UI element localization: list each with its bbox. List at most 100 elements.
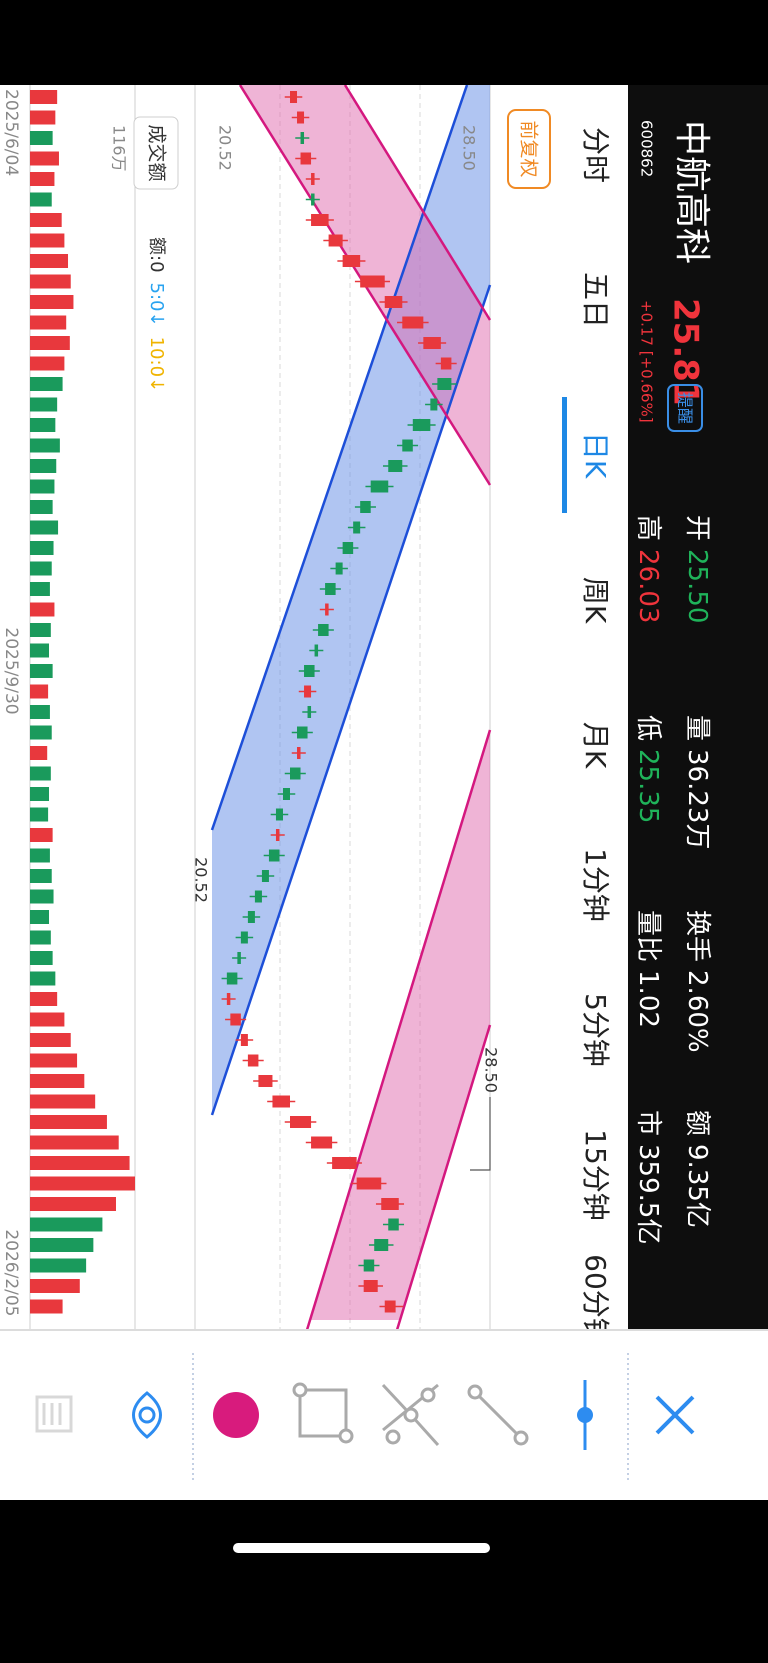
volume-legend: 5:0↓ — [146, 283, 167, 327]
volume-bar — [30, 664, 53, 678]
home-indicator[interactable] — [233, 1543, 490, 1553]
candle-body — [240, 1034, 248, 1046]
volume-bar — [29, 90, 58, 104]
slider-icon[interactable] — [577, 1380, 593, 1450]
volume-bar — [30, 418, 56, 432]
channel-line[interactable] — [305, 729, 492, 1330]
candle-body — [300, 132, 305, 144]
volume-bar — [30, 459, 57, 473]
candle-body — [247, 1054, 259, 1067]
candle-body — [311, 193, 315, 206]
volume-bar — [30, 1197, 116, 1211]
tab[interactable]: 周K — [579, 577, 612, 624]
stat-value: 2.60% — [683, 970, 713, 1053]
color-picker[interactable] — [213, 1392, 259, 1438]
candle-body — [240, 931, 248, 944]
candle-body — [381, 1198, 399, 1210]
volume-bar — [29, 151, 59, 166]
x-tick-label: 2025/6/04 — [1, 89, 21, 176]
volume-label[interactable]: 成交额 — [146, 124, 168, 181]
x-tick-label: 2025/9/30 — [1, 627, 21, 714]
candle-body — [297, 747, 301, 759]
volume-bar — [30, 1094, 96, 1109]
candle-body — [374, 1239, 389, 1251]
stat-value: 359.5亿 — [634, 1144, 664, 1244]
tab[interactable]: 5分钟 — [579, 993, 612, 1067]
candle-body — [363, 1280, 378, 1292]
volume-bar — [29, 725, 52, 740]
volume-bar — [30, 746, 48, 760]
channel-line[interactable] — [343, 85, 492, 321]
line-tool-icon[interactable] — [467, 1384, 529, 1446]
channel-line[interactable] — [210, 284, 492, 1116]
candle-body — [332, 1157, 357, 1169]
stat-value: 36.23万 — [683, 749, 713, 849]
volume-bar — [29, 1238, 94, 1252]
candle-body — [342, 542, 354, 554]
annotation: 28.50 — [482, 1047, 501, 1093]
channel-line[interactable] — [210, 85, 469, 831]
volume-bar — [30, 1033, 71, 1047]
candle-body — [226, 993, 231, 1005]
volume-bar — [30, 541, 54, 555]
close-icon[interactable] — [655, 1395, 695, 1435]
volume-bar — [29, 233, 65, 248]
candle-body — [412, 419, 431, 431]
tab[interactable]: 五日 — [579, 272, 612, 328]
stat-label: 开 — [683, 515, 713, 541]
volume-bar — [30, 684, 49, 699]
multi-line-icon[interactable] — [381, 1383, 440, 1447]
volume-bar — [30, 1279, 80, 1293]
volume-bar — [30, 848, 50, 863]
candle-body — [402, 316, 424, 329]
tab[interactable]: 月K — [579, 722, 612, 769]
candle-body — [384, 296, 403, 308]
candle-body — [275, 808, 283, 821]
annotation: 20.52 — [192, 857, 211, 903]
stat-value: 25.35 — [634, 749, 664, 823]
candle-body — [311, 1136, 333, 1149]
adjust-button[interactable] — [507, 109, 551, 189]
stat-label: 低 — [634, 715, 664, 741]
stat: 额 9.35亿 — [683, 1110, 713, 1228]
rect-tool-icon[interactable] — [292, 1382, 354, 1444]
volume-bar — [30, 1135, 119, 1150]
doc-icon[interactable] — [35, 1395, 73, 1433]
candle-body — [300, 152, 312, 165]
volume-bar — [30, 1156, 130, 1170]
tab[interactable]: 日K — [579, 432, 612, 479]
volume-legend: 10:0↓ — [146, 337, 167, 393]
tab[interactable]: 1分钟 — [579, 848, 612, 922]
volume-bar — [29, 356, 65, 371]
candle-body — [237, 952, 241, 964]
candle-body — [325, 583, 336, 595]
candle-body — [335, 562, 343, 575]
volume-bar — [30, 110, 56, 125]
candle-body — [230, 1013, 241, 1026]
candle-body — [311, 214, 329, 226]
volume-button[interactable] — [133, 116, 179, 190]
bracket — [470, 1097, 491, 1171]
stat-label: 量比 — [634, 910, 664, 962]
adjust-label[interactable]: 前复权 — [518, 120, 540, 177]
alert-button[interactable] — [667, 384, 703, 432]
candle-body — [258, 1075, 273, 1087]
eye-icon[interactable] — [132, 1391, 162, 1439]
stock-name: 中航高科 — [671, 120, 712, 264]
candle-body — [282, 788, 290, 800]
volume-bar — [29, 397, 58, 412]
tab[interactable]: 15分钟 — [579, 1129, 612, 1221]
candle-body — [384, 1300, 396, 1313]
candle-body — [247, 911, 255, 923]
volume-legend: 额:0 — [146, 237, 167, 273]
volume-bar — [29, 479, 55, 494]
volume-bar — [30, 315, 67, 330]
channel-line[interactable] — [395, 1024, 492, 1330]
alert-label[interactable]: 提醒 — [676, 392, 695, 424]
tab-underline — [562, 397, 567, 513]
tab[interactable]: 分时 — [579, 127, 612, 183]
volume-bar — [29, 192, 52, 207]
stat: 低 25.35 — [634, 715, 664, 823]
volume-bar — [30, 930, 51, 945]
volume-bar — [29, 1258, 87, 1273]
